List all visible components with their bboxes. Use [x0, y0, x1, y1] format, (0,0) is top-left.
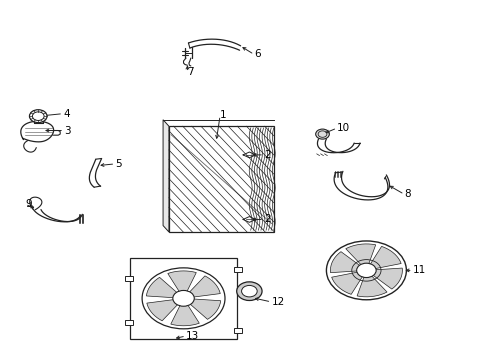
Text: 9: 9 — [25, 199, 32, 210]
Polygon shape — [146, 277, 177, 298]
Polygon shape — [369, 246, 400, 269]
Bar — [233, 328, 242, 333]
Text: 13: 13 — [185, 331, 199, 341]
Bar — [233, 267, 242, 273]
Text: 8: 8 — [404, 189, 410, 199]
Polygon shape — [331, 272, 363, 294]
Text: 2: 2 — [264, 150, 270, 160]
Circle shape — [29, 110, 47, 123]
Text: 5: 5 — [115, 159, 122, 169]
Circle shape — [241, 285, 257, 297]
Bar — [124, 275, 133, 280]
Text: 1: 1 — [220, 111, 226, 121]
Text: 2: 2 — [264, 215, 270, 224]
Circle shape — [326, 241, 406, 300]
Text: 10: 10 — [336, 123, 349, 133]
Polygon shape — [189, 276, 220, 297]
Text: 3: 3 — [64, 126, 71, 135]
Text: 12: 12 — [271, 297, 284, 307]
Polygon shape — [345, 244, 375, 266]
Polygon shape — [330, 252, 361, 273]
Text: 7: 7 — [187, 67, 194, 77]
Bar — [124, 320, 133, 325]
Bar — [168, 126, 273, 232]
Polygon shape — [170, 305, 199, 326]
Circle shape — [236, 282, 262, 301]
Polygon shape — [163, 120, 168, 232]
Polygon shape — [167, 271, 196, 292]
Polygon shape — [146, 300, 178, 321]
Circle shape — [172, 291, 194, 306]
Circle shape — [142, 268, 224, 329]
Text: 6: 6 — [254, 49, 260, 59]
Polygon shape — [371, 268, 402, 289]
Circle shape — [315, 129, 329, 139]
Polygon shape — [189, 299, 220, 319]
Text: 11: 11 — [412, 265, 425, 275]
Text: 4: 4 — [63, 109, 70, 119]
Bar — [130, 258, 237, 339]
Polygon shape — [356, 275, 386, 297]
Circle shape — [356, 263, 375, 278]
